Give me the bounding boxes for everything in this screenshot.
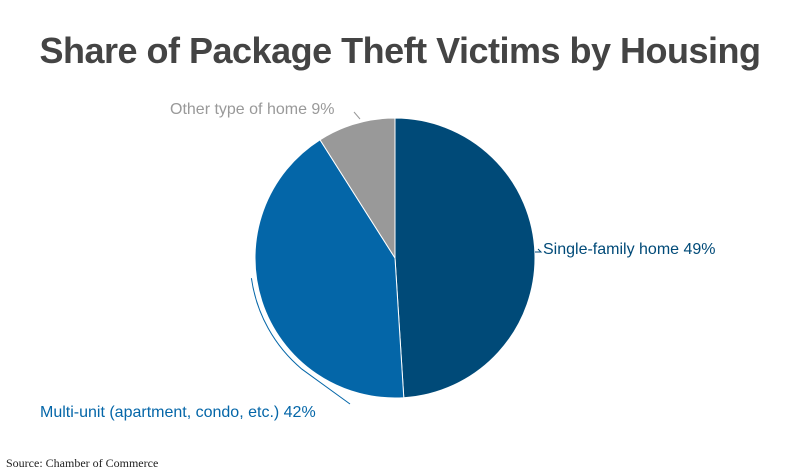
pie-slice-other-type bbox=[319, 117, 396, 260]
slice-label-multi-unit: Multi-unit (apartment, condo, etc.) 42% bbox=[40, 404, 316, 421]
pie-slices bbox=[254, 117, 536, 399]
leader-line-single-family bbox=[535, 248, 543, 253]
pie-slice-multi-unit bbox=[254, 139, 405, 399]
leader-lines bbox=[250, 111, 543, 405]
chart-title: Share of Package Theft Victims by Housin… bbox=[39, 30, 761, 71]
slice-label-single-family: Single-family home 49% bbox=[543, 241, 716, 258]
leader-line-other-type bbox=[353, 111, 361, 120]
leader-line-multi-unit bbox=[250, 278, 351, 405]
slice-labels: Single-family home 49% Multi-unit (apartm… bbox=[40, 101, 716, 421]
slice-label-other-type: Other type of home 9% bbox=[170, 101, 335, 118]
pie-slice-single-family bbox=[394, 117, 536, 399]
source-note: Source: Chamber of Commerce bbox=[6, 456, 159, 470]
